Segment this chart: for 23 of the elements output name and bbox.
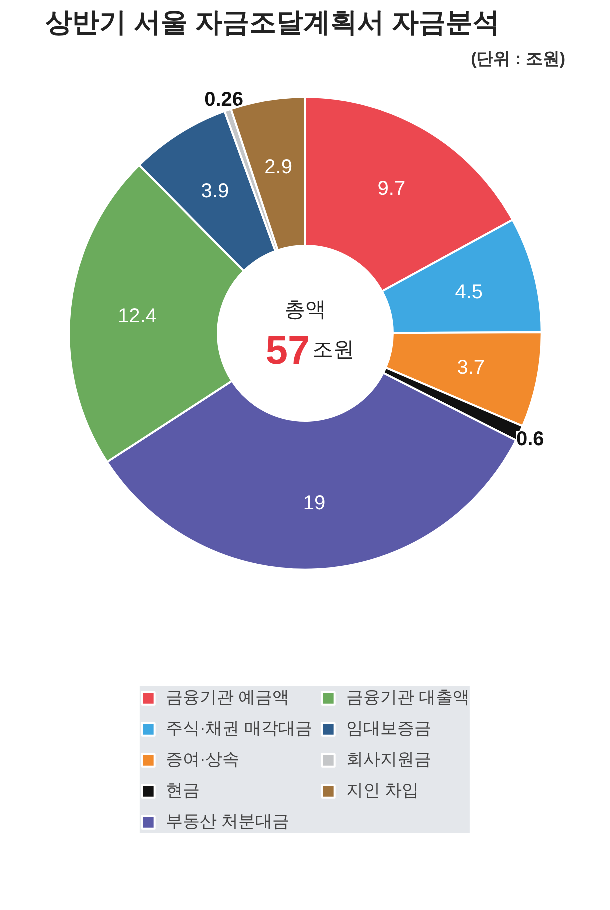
data-label: 19 [303, 492, 326, 514]
text: 57 [266, 329, 310, 374]
chart-title: 상반기 서울 자금조달계획서 자금분석 [46, 8, 500, 38]
legend-label: 증여·상속 [166, 749, 240, 771]
legend-label: 금융기관 대출액 [346, 687, 470, 709]
text: 총액 [284, 298, 326, 322]
legend-label: 지인 차입 [346, 780, 420, 802]
legend-label: 임대보증금 [346, 718, 432, 740]
data-label: 9.7 [378, 178, 406, 200]
legend-label: 부동산 처분대금 [166, 811, 290, 833]
legend-label: 금융기관 예금액 [166, 687, 290, 709]
data-label: 4.5 [455, 281, 484, 304]
text: 조원 [312, 338, 355, 362]
chart-subtitle: (단위 : 조원) [471, 50, 566, 68]
data-label: 3.7 [457, 357, 486, 380]
data-label: 12.4 [118, 305, 157, 328]
data-label: 2.9 [264, 156, 292, 179]
data-label: 3.9 [201, 180, 230, 203]
legend-label: 현금 [166, 780, 200, 802]
data-label: 0.6 [516, 428, 544, 450]
legend-label: 회사지원금 [346, 749, 432, 771]
legend-label: 주식·채권 매각대금 [166, 718, 312, 740]
data-label: 0.26 [204, 89, 244, 112]
